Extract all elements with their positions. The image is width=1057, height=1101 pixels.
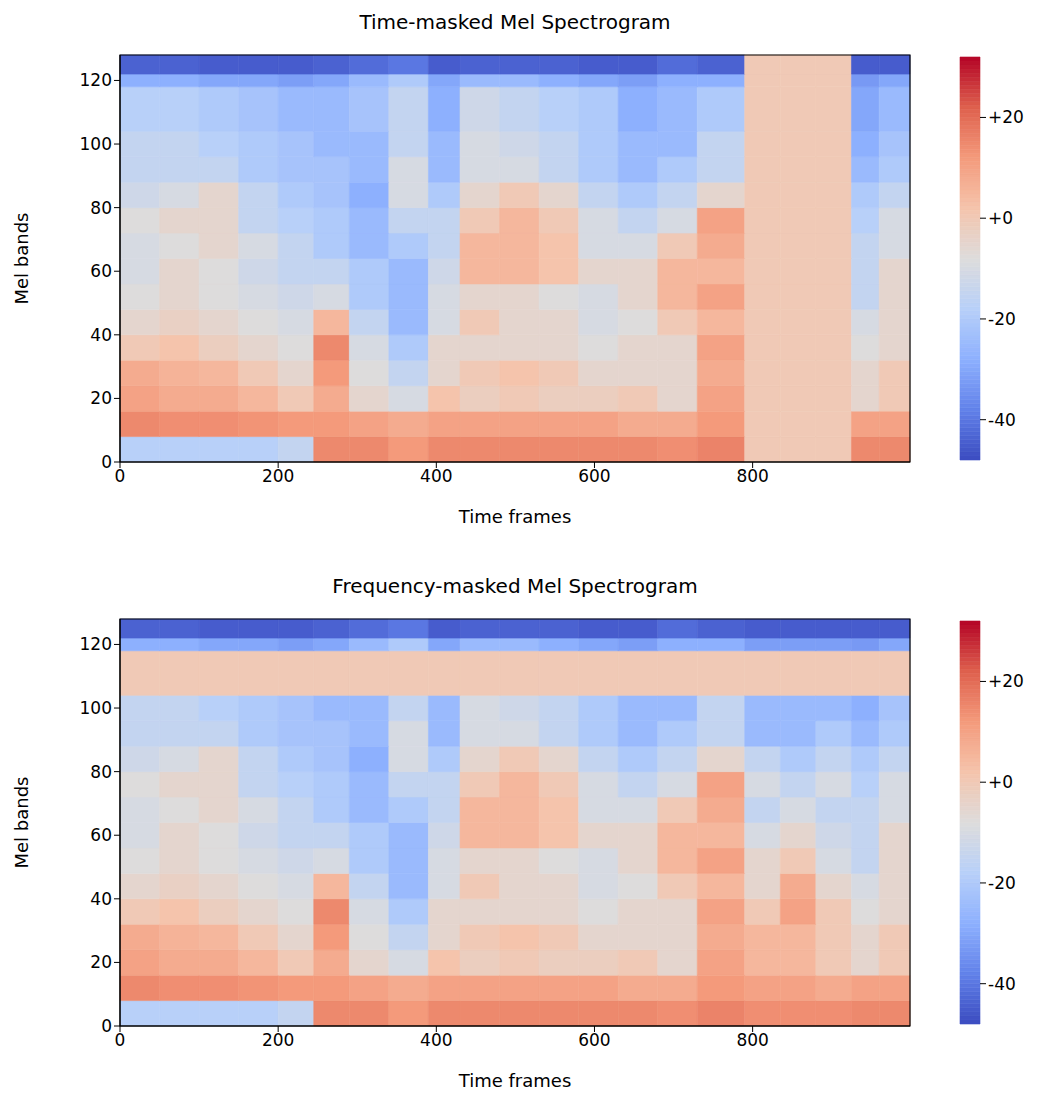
svg-text:-40: -40 (988, 410, 1016, 430)
svg-text:20: 20 (90, 388, 112, 408)
svg-text:0: 0 (115, 466, 126, 486)
svg-text:60: 60 (90, 825, 112, 845)
svg-text:20: 20 (90, 952, 112, 972)
svg-text:+20: +20 (988, 671, 1024, 691)
svg-text:-20: -20 (988, 309, 1016, 329)
svg-text:40: 40 (90, 889, 112, 909)
svg-text:+0: +0 (988, 208, 1013, 228)
svg-text:600: 600 (578, 1030, 610, 1050)
html-text:Frequency-masked Mel Spectrogr: Frequency-masked Mel Spectrogram (332, 574, 698, 598)
svg-text:+0: +0 (988, 772, 1013, 792)
svg-text:800: 800 (736, 466, 768, 486)
svg-text:120: 120 (80, 70, 112, 90)
svg-text:0: 0 (101, 1016, 112, 1036)
svg-text:120: 120 (80, 634, 112, 654)
svg-text:400: 400 (420, 1030, 452, 1050)
svg-text:-40: -40 (988, 974, 1016, 994)
svg-text:0: 0 (101, 452, 112, 472)
svg-text:60: 60 (90, 261, 112, 281)
svg-text:Time frames: Time frames (458, 506, 572, 527)
svg-text:100: 100 (80, 698, 112, 718)
svg-text:+20: +20 (988, 107, 1024, 127)
svg-text:Mel bands: Mel bands (11, 777, 32, 869)
svg-text:200: 200 (262, 466, 294, 486)
svg-text:800: 800 (736, 1030, 768, 1050)
svg-text:400: 400 (420, 466, 452, 486)
svg-text:80: 80 (90, 198, 112, 218)
html-text:Time-masked Mel Spectrogram: Time-masked Mel Spectrogram (359, 10, 671, 34)
svg-text:200: 200 (262, 1030, 294, 1050)
svg-text:0: 0 (115, 1030, 126, 1050)
svg-text:Time frames: Time frames (458, 1070, 572, 1091)
svg-text:100: 100 (80, 134, 112, 154)
svg-text:40: 40 (90, 325, 112, 345)
svg-text:Mel bands: Mel bands (11, 213, 32, 305)
svg-text:-20: -20 (988, 873, 1016, 893)
svg-text:80: 80 (90, 762, 112, 782)
svg-text:600: 600 (578, 466, 610, 486)
